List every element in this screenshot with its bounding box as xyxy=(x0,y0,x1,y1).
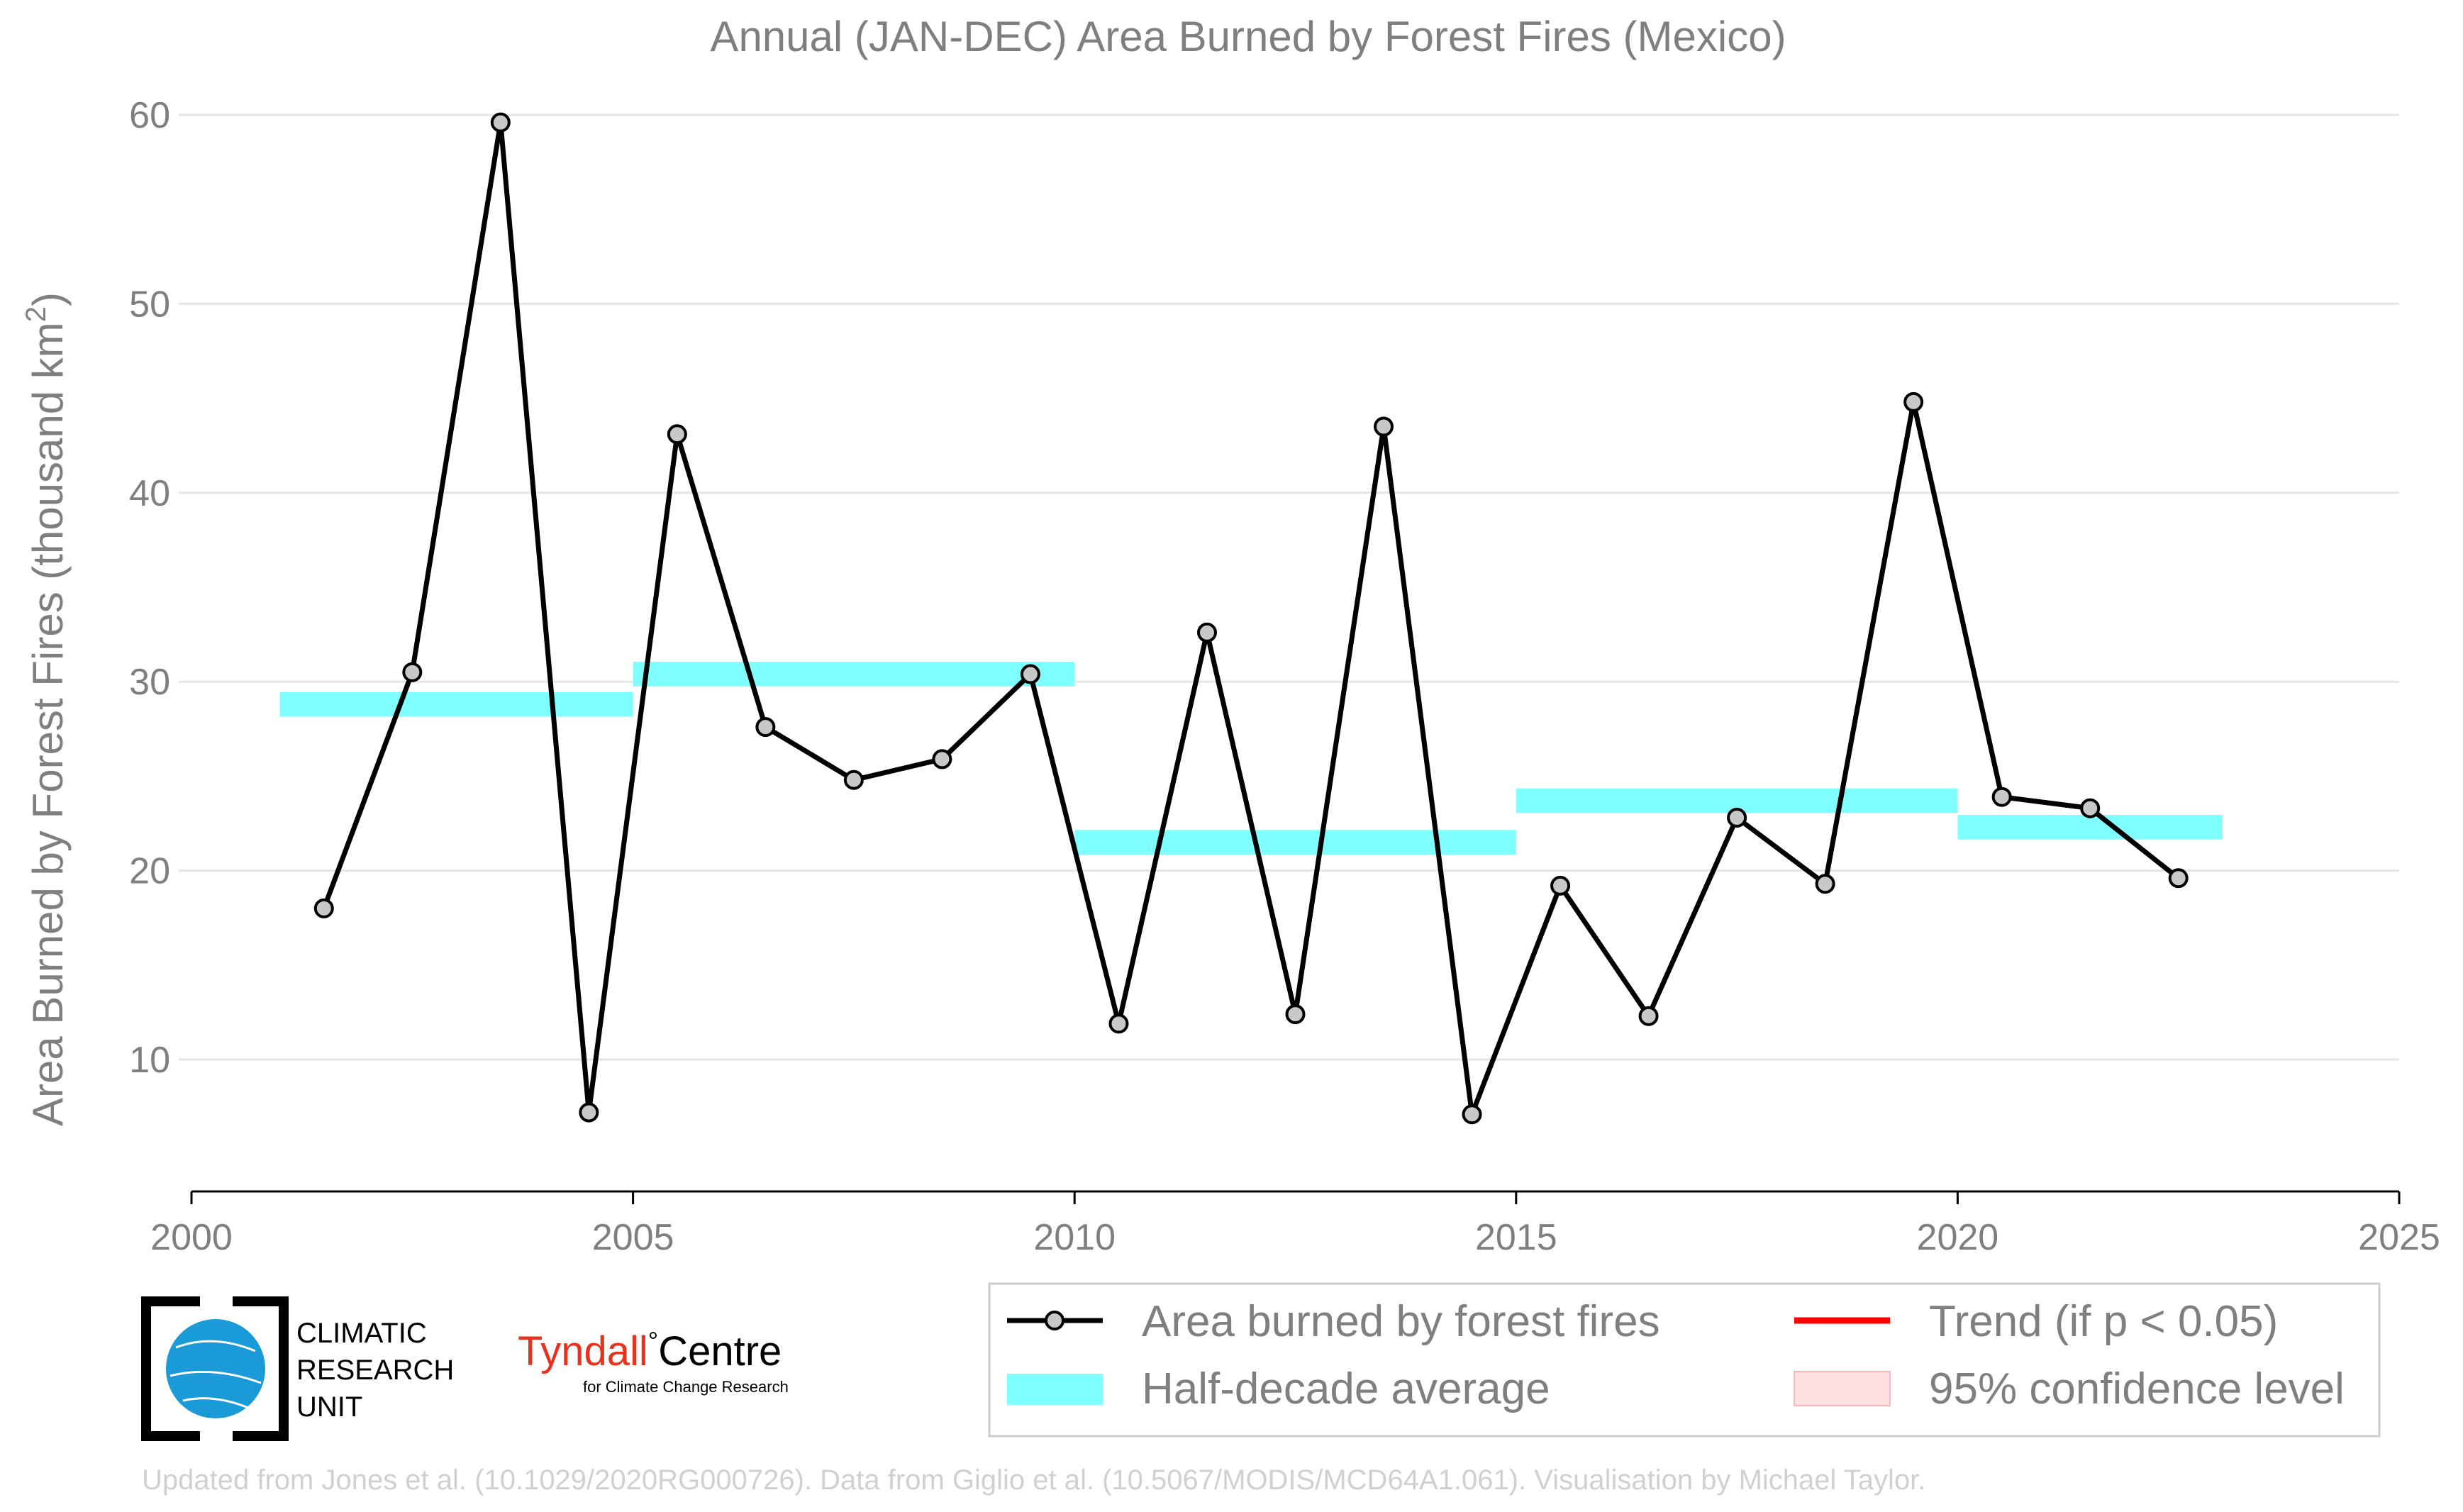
half-decade-bar-2001-2005 xyxy=(279,691,633,717)
tyndall-logo-degree: ° xyxy=(648,1326,658,1355)
x-tick-label-2015: 2015 xyxy=(1475,1217,1557,1258)
x-tick-label-2010: 2010 xyxy=(1033,1217,1116,1258)
y-axis-label-close: ) xyxy=(24,292,72,306)
y-axis-label-superscript: 2 xyxy=(21,306,52,322)
cru-logo-frame-left xyxy=(141,1296,200,1441)
data-point-2019 xyxy=(1903,391,1924,412)
data-point-2017 xyxy=(1727,808,1747,828)
legend-label-average: Half-decade average xyxy=(1142,1364,1550,1413)
series-line-layer xyxy=(321,122,2180,1116)
y-tick-label-20: 20 xyxy=(129,851,170,892)
y-tick-label-10: 10 xyxy=(129,1040,170,1081)
legend-label-fire: Area burned by forest fires xyxy=(1142,1297,1660,1346)
data-point-2008 xyxy=(932,749,952,769)
data-point-2020 xyxy=(1991,786,2012,807)
data-point-2009 xyxy=(1020,664,1040,684)
data-point-2014 xyxy=(1462,1104,1482,1125)
legend-swatch-confidence-patch xyxy=(1794,1371,1891,1406)
tyndall-logo-centre: Centre xyxy=(658,1328,782,1374)
tyndall-logo-wordmark: Tyndall°Centre xyxy=(518,1326,782,1374)
data-point-2018 xyxy=(1815,874,1835,894)
y-tick-label-50: 50 xyxy=(129,284,170,325)
half-decade-bar-2005-2010 xyxy=(633,662,1075,686)
cru-logo-line2: RESEARCH xyxy=(296,1355,454,1386)
x-axis-ticks: 2000 2005 2010 2015 2020 2025 xyxy=(150,1191,2440,1258)
cru-logo-frame-right xyxy=(233,1296,289,1441)
grid-lines xyxy=(179,113,2399,1061)
data-point-2003 xyxy=(490,112,511,133)
cru-logo: CLIMATIC RESEARCH UNIT xyxy=(141,1296,454,1441)
data-points xyxy=(313,112,2189,1125)
data-point-2010 xyxy=(1108,1013,1129,1034)
legend-swatch-fire-marker xyxy=(1045,1311,1064,1330)
half-decade-bar-2010-2015 xyxy=(1074,830,1516,855)
data-point-2002 xyxy=(402,662,423,682)
chart-title: Annual (JAN-DEC) Area Burned by Forest F… xyxy=(710,13,1786,60)
y-tick-label-40: 40 xyxy=(129,473,170,514)
legend-label-trend: Trend (if p < 0.05) xyxy=(1929,1297,2278,1346)
data-point-2021 xyxy=(2080,798,2101,818)
y-axis-label-main: Area Burned by Forest Fires (thousand km xyxy=(24,322,72,1126)
half-decade-bar-2020-2023 xyxy=(1957,815,2223,840)
y-tick-label-60: 60 xyxy=(129,95,170,136)
tyndall-logo-subtitle: for Climate Change Research xyxy=(583,1378,789,1396)
data-point-2005 xyxy=(667,424,687,445)
globe-icon-lines xyxy=(169,1340,262,1409)
y-axis-label: Area Burned by Forest Fires (thousand km… xyxy=(21,292,72,1126)
data-point-2006 xyxy=(755,717,776,738)
data-point-2013 xyxy=(1374,416,1394,437)
y-tick-labels: 10 20 30 40 50 60 xyxy=(129,95,170,1081)
legend-frame xyxy=(988,1282,2381,1438)
legend-label-confidence: 95% confidence level xyxy=(1929,1364,2345,1413)
cru-logo-line1: CLIMATIC xyxy=(296,1318,427,1349)
y-tick-label-30: 30 xyxy=(129,662,170,703)
series-line-area-burned xyxy=(321,122,2180,1116)
x-tick-label-2000: 2000 xyxy=(150,1217,233,1258)
data-point-2011 xyxy=(1196,622,1217,643)
data-point-2022 xyxy=(2168,868,2189,889)
tyndall-logo-main: Tyndall xyxy=(518,1328,648,1374)
cru-logo-line3: UNIT xyxy=(296,1391,362,1423)
data-point-2012 xyxy=(1285,1004,1306,1025)
tyndall-logo: Tyndall°Centre for Climate Change Resear… xyxy=(518,1326,789,1396)
data-point-2016 xyxy=(1638,1006,1659,1026)
x-tick-label-2005: 2005 xyxy=(592,1217,674,1258)
x-tick-label-2020: 2020 xyxy=(1917,1217,1999,1258)
data-point-2004 xyxy=(579,1102,599,1123)
data-point-2007 xyxy=(843,769,864,790)
data-point-2015 xyxy=(1550,875,1571,896)
x-tick-label-2025: 2025 xyxy=(2358,1217,2440,1258)
legend-swatch-average-band xyxy=(1007,1374,1103,1405)
legend: Area burned by forest fires Half-decade … xyxy=(988,1282,2381,1438)
data-point-2001 xyxy=(313,898,334,918)
credit-line: Updated from Jones et al. (10.1029/2020R… xyxy=(142,1464,1925,1496)
globe-icon xyxy=(166,1319,265,1418)
